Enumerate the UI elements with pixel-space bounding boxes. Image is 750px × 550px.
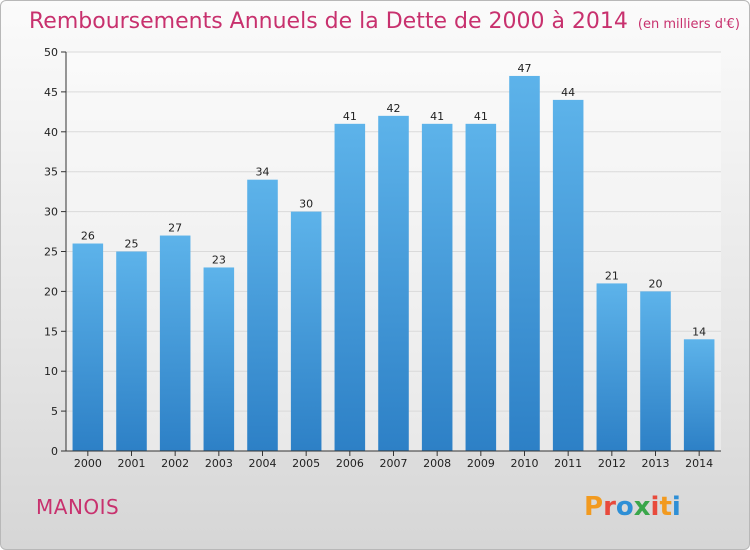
bar-value-label: 30 [299,198,313,211]
bar [640,291,671,451]
bar [334,123,366,451]
bar [203,267,235,451]
bar [247,179,278,451]
bar-value-label: 42 [387,102,401,115]
x-tick-label: 2005 [292,457,320,470]
bar-value-label: 41 [430,110,444,123]
proxiti-logo[interactable]: Proxiti [584,489,694,523]
y-tick-label: 5 [51,405,58,418]
x-tick-label: 2013 [642,457,670,470]
bar [159,235,191,451]
y-tick-label: 0 [51,445,58,458]
bar-value-label: 21 [605,269,619,282]
bar-value-label: 14 [692,325,706,338]
y-tick-label: 50 [44,46,58,59]
y-tick-label: 25 [44,246,58,259]
bar-value-label: 41 [474,110,488,123]
x-tick-label: 2001 [118,457,146,470]
bar-value-label: 41 [343,110,357,123]
y-tick-label: 40 [44,126,58,139]
bar [509,75,540,451]
bar-value-label: 27 [168,222,182,235]
y-tick-label: 20 [44,285,58,298]
y-tick-label: 15 [44,325,58,338]
bar [596,283,628,451]
chart-unit-note: (en milliers d'€) [637,17,740,32]
bar [72,243,104,451]
chart-title: Remboursements Annuels de la Dette de 20… [29,9,740,34]
bar-value-label: 23 [212,253,226,266]
x-tick-label: 2012 [598,457,626,470]
y-tick-label: 45 [44,86,58,99]
bar [290,211,322,451]
x-tick-label: 2003 [205,457,233,470]
place-name: MANOIS [36,495,120,519]
x-tick-label: 2002 [161,457,189,470]
bar-value-label: 47 [518,62,532,75]
bar-value-label: 26 [81,230,95,243]
bar [552,99,584,451]
bar-value-label: 25 [125,238,139,251]
svg-text:Proxiti: Proxiti [584,492,681,522]
x-tick-label: 2000 [74,457,102,470]
x-tick-label: 2006 [336,457,364,470]
x-tick-label: 2008 [423,457,451,470]
bar [116,251,147,451]
x-tick-label: 2004 [249,457,277,470]
bar-value-label: 44 [561,86,575,99]
y-tick-label: 30 [44,206,58,219]
bar [421,123,453,451]
bar [683,339,715,451]
y-tick-label: 10 [44,365,58,378]
chart-title-text: Remboursements Annuels de la Dette de 20… [29,9,628,34]
x-tick-label: 2007 [380,457,408,470]
bar-value-label: 20 [649,277,663,290]
x-tick-label: 2011 [554,457,582,470]
x-tick-label: 2010 [511,457,539,470]
y-tick-label: 35 [44,166,58,179]
bar-value-label: 34 [256,166,270,179]
x-tick-label: 2009 [467,457,495,470]
bar [465,123,497,451]
bar [378,115,409,451]
x-tick-label: 2014 [685,457,713,470]
